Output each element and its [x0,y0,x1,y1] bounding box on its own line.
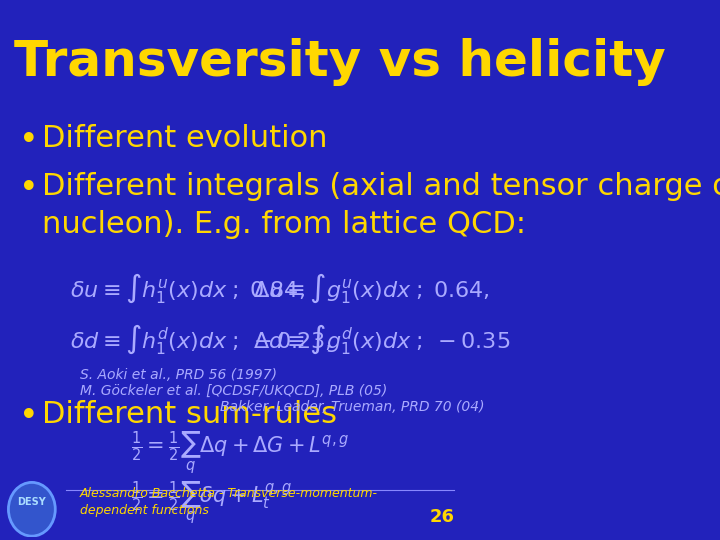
Text: Different integrals (axial and tensor charge of the
nucleon). E.g. from lattice : Different integrals (axial and tensor ch… [42,172,720,239]
Text: •: • [19,124,38,157]
Text: $\Delta d \equiv \int g_1^d(x)dx\;;\;-0.35$: $\Delta d \equiv \int g_1^d(x)dx\;;\;-0.… [253,322,510,356]
Circle shape [9,482,55,536]
Text: S. Aoki et al., PRD 56 (1997): S. Aoki et al., PRD 56 (1997) [80,368,276,382]
Text: $\Delta u \equiv \int g_1^u(x)dx\;;\;0.64,$: $\Delta u \equiv \int g_1^u(x)dx\;;\;0.6… [253,271,490,305]
Text: $\delta d \equiv \int h_1^d(x)dx\;;\;-0.23,$: $\delta d \equiv \int h_1^d(x)dx\;;\;-0.… [71,322,332,356]
Text: •: • [19,400,38,433]
Text: Bakker, Leader, Trueman, PRD 70 (04): Bakker, Leader, Trueman, PRD 70 (04) [220,400,485,414]
Text: $\frac{1}{2} = \frac{1}{2}\sum_q \Delta q + \Delta G + L^{q,g}$: $\frac{1}{2} = \frac{1}{2}\sum_q \Delta … [131,430,349,477]
Text: $\frac{1}{2} = \frac{1}{2}\sum_q \delta q + L_t^{q,g}$: $\frac{1}{2} = \frac{1}{2}\sum_q \delta … [131,479,292,527]
Text: $\delta u \equiv \int h_1^u(x)dx\;;\;0.84,$: $\delta u \equiv \int h_1^u(x)dx\;;\;0.8… [71,271,305,305]
Text: •: • [19,172,38,205]
Text: Alessandro Bacchetta - Transverse-momentum-
dependent functions: Alessandro Bacchetta - Transverse-moment… [80,487,377,517]
Text: 26: 26 [429,509,454,526]
Text: Different evolution: Different evolution [42,124,328,153]
Text: Different sum-rules: Different sum-rules [42,400,337,429]
Text: M. Göckeler et al. [QCDSF/UKQCD], PLB (05): M. Göckeler et al. [QCDSF/UKQCD], PLB (0… [80,384,387,398]
Text: DESY: DESY [17,497,46,507]
Text: Transversity vs helicity: Transversity vs helicity [14,38,666,86]
